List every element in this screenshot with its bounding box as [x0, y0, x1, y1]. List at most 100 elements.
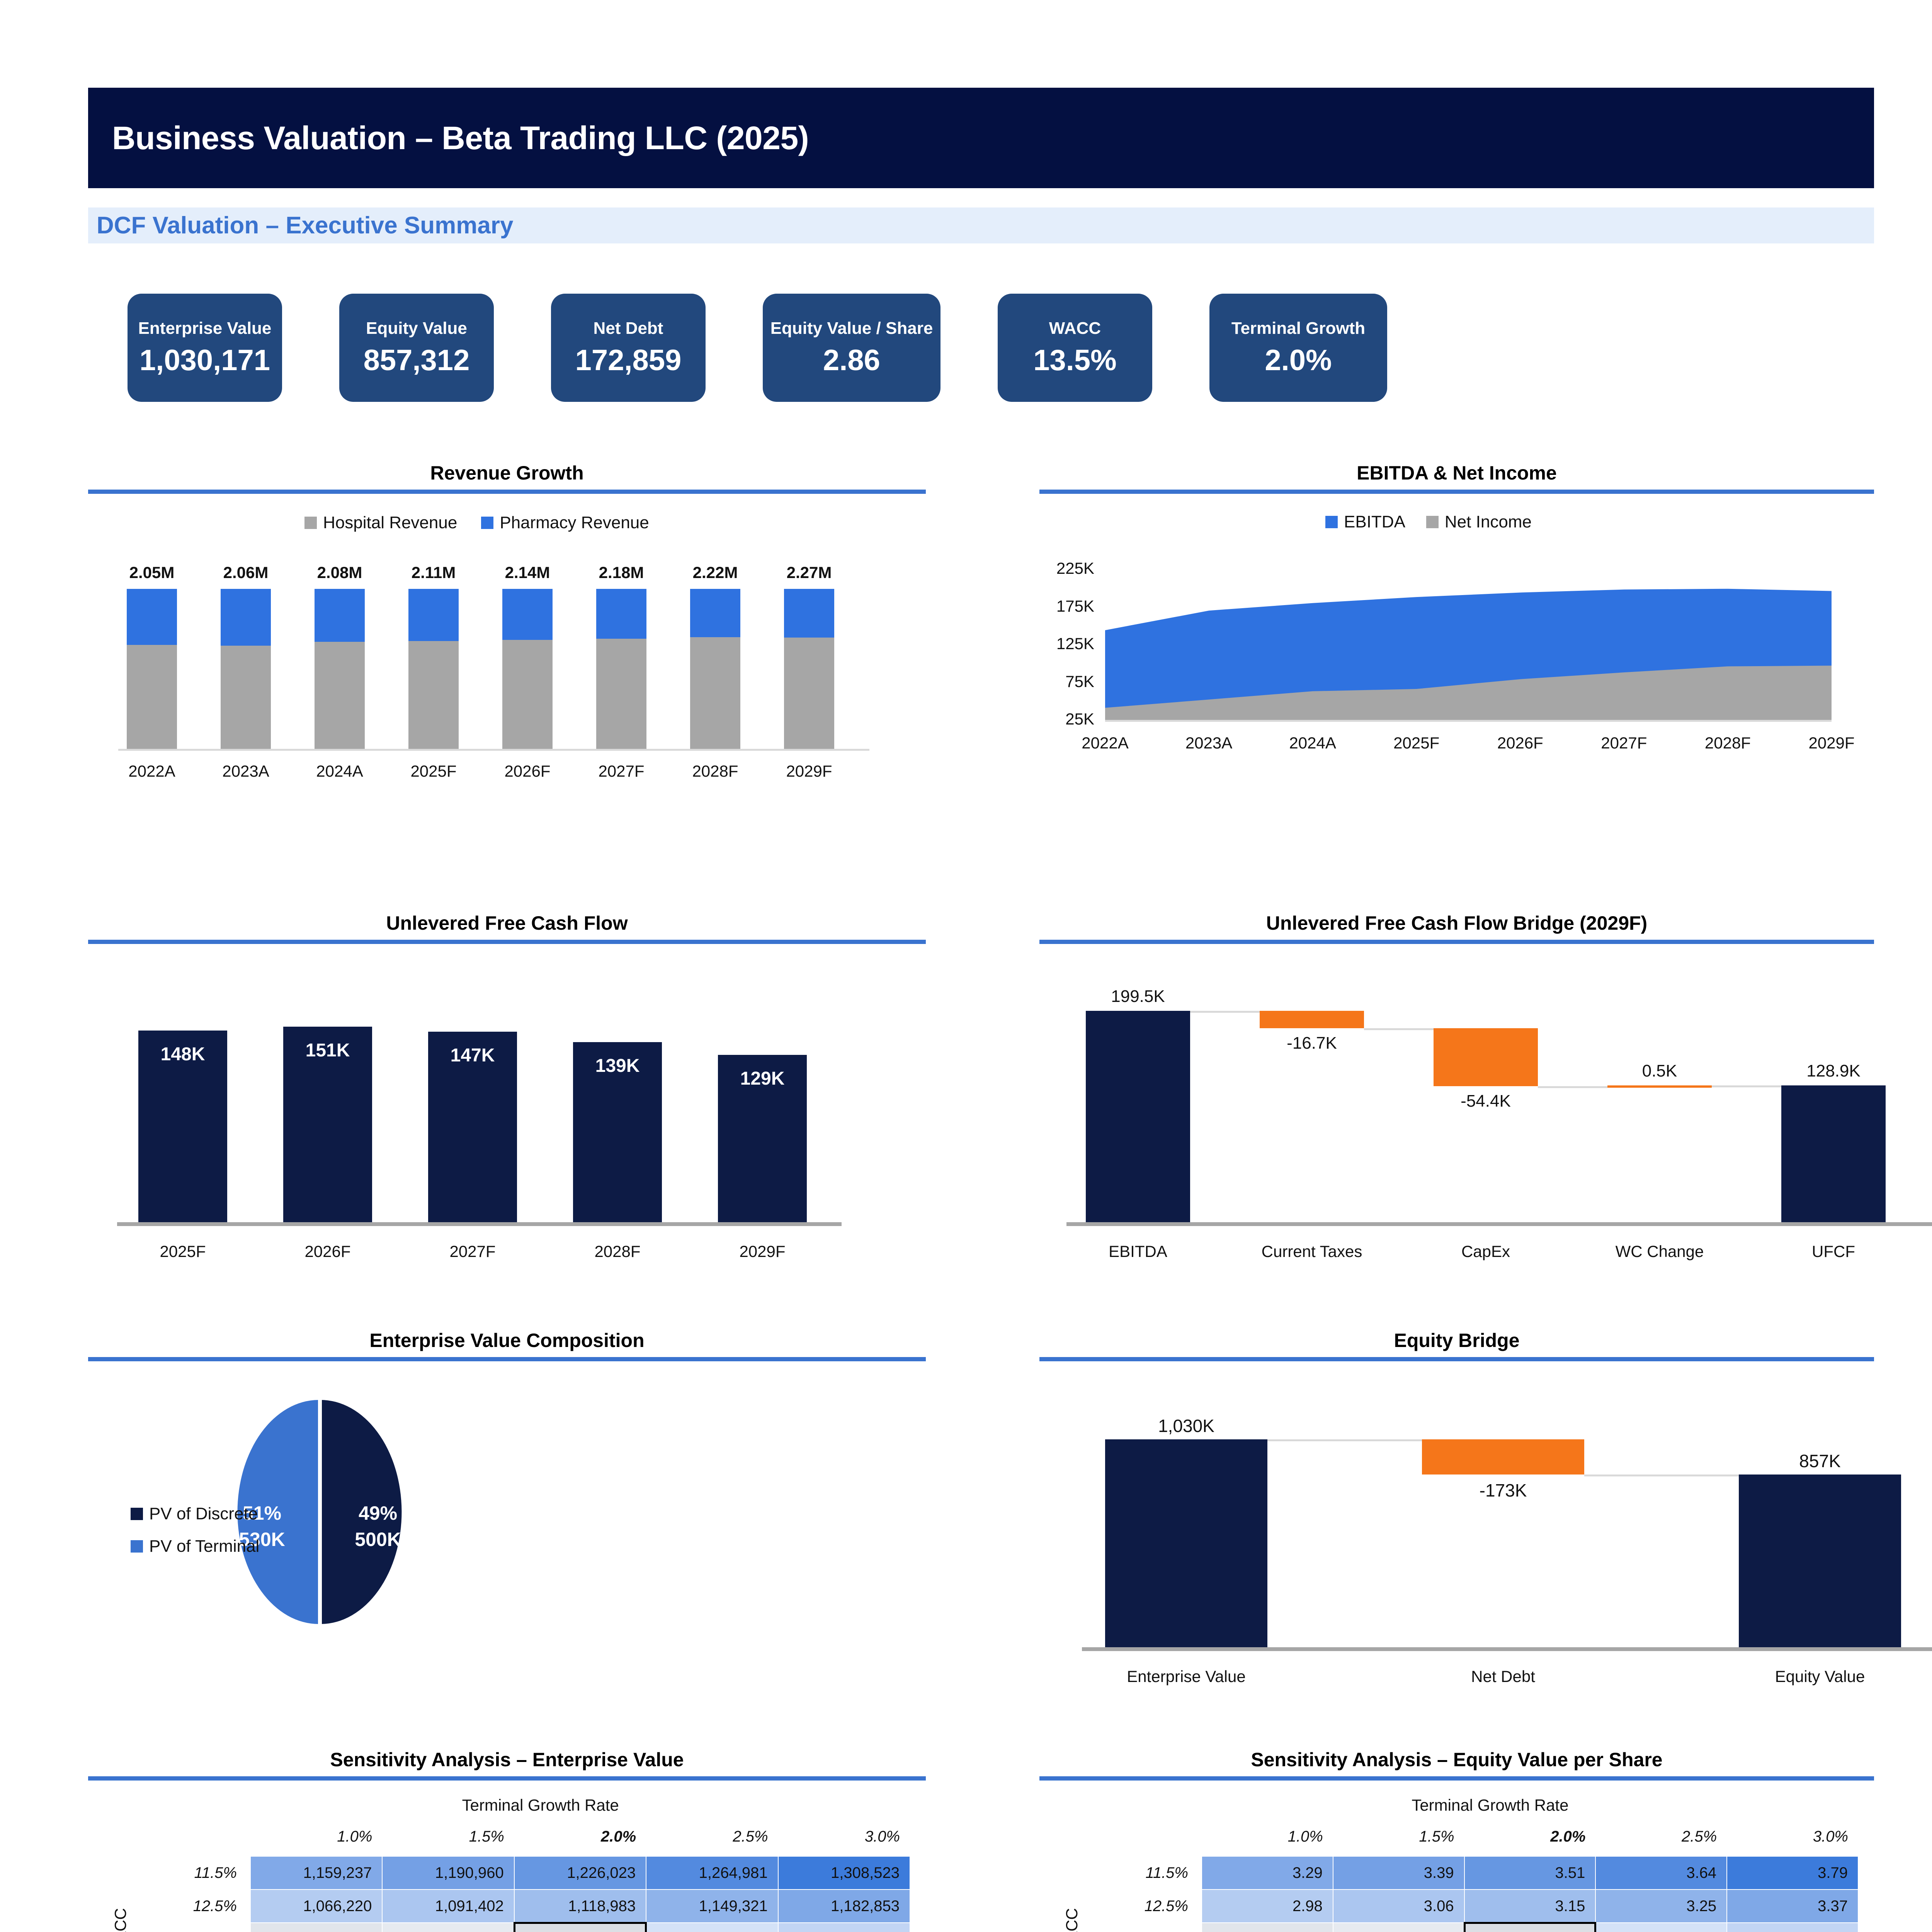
table-cell: 3.64 — [1595, 1856, 1728, 1890]
x-axis-tick-label: Net Debt — [1471, 1667, 1535, 1685]
table-column-header: 2.0% — [1550, 1828, 1586, 1845]
chart-panel-revenue-growth: Revenue Growth Hospital Revenue Pharmacy R… — [88, 462, 926, 810]
table-cell: 1,008,087 — [382, 1922, 515, 1932]
chart-plot-area: Hospital Revenue Pharmacy Revenue 2.05M 2.0… — [88, 494, 926, 811]
table-corner-cell — [162, 1823, 250, 1856]
kpi-card-row: Enterprise Value 1,030,171 Equity Value 857… — [128, 294, 1801, 402]
bar-segment-pharmacy — [221, 589, 271, 646]
legend-item: Pharmacy Revenue — [481, 513, 649, 532]
chart-plot-area: 199.5K -16.7K -54.4K 0.5K 128.9K EBITDA Curren… — [1039, 944, 1932, 1260]
table-cell: 1,264,981 — [646, 1856, 779, 1890]
kpi-label: Enterprise Value — [138, 318, 272, 338]
bar-segment-pharmacy — [408, 589, 459, 641]
kpi-label: Terminal Growth — [1231, 318, 1366, 338]
table-column-header: 1.5% — [1419, 1828, 1454, 1845]
title-underline — [1039, 1357, 1874, 1361]
table-cell: 1,054,263 — [646, 1922, 779, 1932]
table-header-row: 1.0% 1.5% 2.0% 2.5% 3.0% — [162, 1823, 910, 1856]
waterfall-connector — [1267, 1439, 1422, 1442]
table-column-header: 2.0% — [601, 1828, 636, 1845]
x-axis-tick-label: CapEx — [1461, 1242, 1510, 1260]
x-axis-tick-label: 2023A — [1185, 734, 1233, 752]
x-axis-line — [117, 1222, 842, 1226]
pie-slice-percent: 49% — [358, 1502, 398, 1524]
pie-chart-svg — [231, 1392, 409, 1632]
sensitivity-table: 1.0% 1.5% 2.0% 2.5% 3.0% 11.5% 3.29 3.39 3.51 3.6… — [1113, 1823, 1859, 1932]
x-axis-tick-label: WC Change — [1615, 1242, 1704, 1260]
bar-value-label: 148K — [160, 1044, 205, 1065]
bar-total-label: 2.06M — [223, 563, 269, 582]
kpi-label: Net Debt — [593, 318, 663, 338]
pie-slice-label: 51% 530K — [216, 1500, 308, 1553]
table-cell: 2.72 — [1201, 1922, 1333, 1932]
bar-total-label: 2.27M — [786, 563, 832, 582]
page-title: Business Valuation – Beta Trading LLC (2… — [112, 119, 809, 156]
chart-title: Sensitivity Analysis – Enterprise Value — [330, 1749, 684, 1770]
bar-segment-hospital — [127, 645, 177, 749]
chart-plot-area: Terminal Growth Rate 1.0% 1.5% 2.0% 2.5% 3.0%… — [1039, 1781, 1874, 1932]
waterfall-connector — [1538, 1086, 1607, 1088]
y-axis-tick-label: 125K — [1056, 634, 1094, 653]
legend-label: Pharmacy Revenue — [500, 513, 649, 532]
bar-value-label: 151K — [305, 1040, 350, 1061]
kpi-card: Equity Value / Share 2.86 — [763, 294, 940, 402]
legend-color-swatch — [1325, 516, 1338, 528]
x-axis-tick-label: UFCF — [1812, 1242, 1855, 1260]
pie-slice-value: 500K — [355, 1528, 401, 1550]
x-axis-tick-label: 2029F — [1808, 734, 1855, 752]
waterfall-delta-bar — [1260, 1010, 1364, 1029]
pie-slice-label: 49% 500K — [332, 1500, 424, 1553]
chart-title: Enterprise Value Composition — [369, 1330, 645, 1351]
chart-panel-ebitda-net-income: EBITDA & Net Income EBITDA Net Income 225K… — [1039, 462, 1874, 810]
x-axis-tick-label: Enterprise Value — [1127, 1667, 1246, 1685]
x-axis-tick-label: 2028F — [1704, 734, 1751, 752]
table-column-header: 1.5% — [469, 1828, 504, 1845]
kpi-card: Equity Value 857,312 — [339, 294, 494, 402]
table-cell: 3.37 — [1726, 1889, 1859, 1923]
x-axis-tick-label: Equity Value — [1775, 1667, 1865, 1685]
bar: 148K — [138, 1030, 227, 1222]
waterfall-value-label: 0.5K — [1642, 1061, 1677, 1081]
section-title: DCF Valuation – Executive Summary — [97, 212, 514, 239]
table-cell: 1,118,983 — [514, 1889, 647, 1923]
x-axis-tick-label: 2023A — [222, 762, 269, 780]
x-axis-tick-label: 2022A — [1082, 734, 1129, 752]
bar-value-label: 139K — [595, 1055, 640, 1076]
x-axis-tick-label: 2025F — [160, 1242, 206, 1260]
waterfall-delta-bar — [1422, 1439, 1584, 1475]
chart-legend: EBITDA Net Income — [1325, 512, 1932, 532]
legend-label: PV of Discrete — [149, 1504, 258, 1523]
waterfall-value-label: 1,030K — [1158, 1416, 1214, 1436]
waterfall-value-label: 199.5K — [1111, 986, 1165, 1006]
legend-label: Net Income — [1444, 512, 1532, 531]
chart-legend: Hospital Revenue Pharmacy Revenue — [304, 513, 1142, 532]
waterfall-value-label: -54.4K — [1461, 1091, 1511, 1111]
column-axis-title: Terminal Growth Rate — [462, 1796, 619, 1814]
table-cell: 3.25 — [1595, 1889, 1728, 1923]
kpi-card: Terminal Growth 2.0% — [1209, 294, 1387, 402]
title-underline — [1039, 1776, 1874, 1781]
chart-plot-area: Terminal Growth Rate 1.0% 1.5% 2.0% 2.5% 3.0%… — [88, 1781, 926, 1932]
y-axis-tick-label: 75K — [1065, 672, 1094, 690]
chart-title: Unlevered Free Cash Flow Bridge (2029F) — [1266, 912, 1648, 934]
table-row-header: 11.5% — [1145, 1864, 1188, 1881]
x-axis-line — [118, 749, 869, 751]
legend-item: EBITDA — [1325, 512, 1405, 532]
bar: 147K — [428, 1032, 517, 1222]
waterfall-value-label: -16.7K — [1287, 1034, 1337, 1053]
stacked-bar-column: 2.27M — [784, 563, 834, 749]
bar-total-label: 2.08M — [317, 563, 362, 582]
table-cell: 3.39 — [1332, 1856, 1465, 1890]
legend-color-swatch — [304, 517, 317, 529]
bar-segment-pharmacy — [502, 589, 553, 640]
chart-plot-area: 1,030K -173K 857K Enterprise Value Net Debt E… — [1039, 1361, 1932, 1685]
table-cell: 3.03 — [1726, 1922, 1859, 1932]
chart-plot-area: 49% 500K 51% 530K PV of Discrete PV of Termin… — [88, 1361, 926, 1682]
table-cell: 1,226,023 — [514, 1856, 647, 1890]
waterfall-total-bar — [1739, 1474, 1901, 1647]
table-row-header: 12.5% — [193, 1897, 237, 1915]
table-row: 11.5% 3.29 3.39 3.51 3.64 3.79 — [1113, 1856, 1859, 1890]
legend-item: PV of Terminal — [131, 1537, 259, 1556]
chart-panel-unlevered-fcf: Unlevered Free Cash Flow 148K 151K 147K 139K… — [88, 912, 926, 1260]
chart-title: Unlevered Free Cash Flow — [386, 912, 628, 934]
